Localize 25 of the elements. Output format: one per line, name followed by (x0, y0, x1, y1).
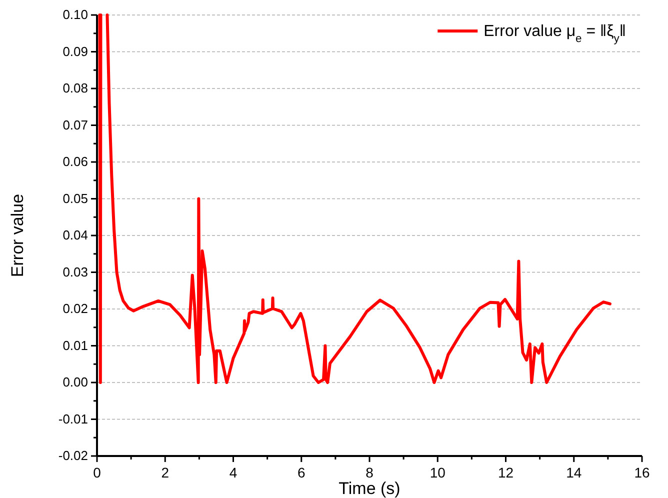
x-tick-label: 16 (634, 464, 650, 481)
x-tick-label: 12 (498, 464, 514, 481)
y-tick-label: 0.01 (62, 338, 88, 353)
y-tick-label: -0.02 (58, 448, 88, 464)
x-tick-label: 4 (229, 464, 238, 481)
y-tick-label: 0.09 (62, 44, 88, 59)
x-tick-label: 2 (161, 464, 170, 481)
y-axis-title: Error value (8, 194, 27, 278)
y-tick-label: 0.10 (62, 7, 88, 22)
x-tick-label: 6 (297, 464, 306, 481)
y-tick-label: 0.08 (62, 80, 88, 96)
x-tick-label: 14 (566, 464, 582, 481)
x-tick-label: 0 (93, 464, 102, 481)
y-tick-label: -0.01 (58, 411, 88, 426)
y-tick-label: 0.05 (62, 190, 88, 206)
y-tick-label: 0.00 (62, 374, 88, 390)
y-tick-label: 0.06 (62, 154, 88, 170)
legend-label: Error value μ$_{e}$ = ‖ξ$_{y}$‖ (484, 23, 626, 45)
x-axis-title: Time (s) (338, 479, 400, 498)
y-tick-label: 0.02 (62, 301, 88, 316)
x-tick-label: 8 (366, 464, 374, 481)
y-tick-label: 0.03 (62, 264, 88, 280)
y-tick-label: 0.04 (62, 228, 88, 243)
y-tick-label: 0.07 (62, 117, 88, 132)
x-tick-label: 10 (430, 464, 446, 481)
